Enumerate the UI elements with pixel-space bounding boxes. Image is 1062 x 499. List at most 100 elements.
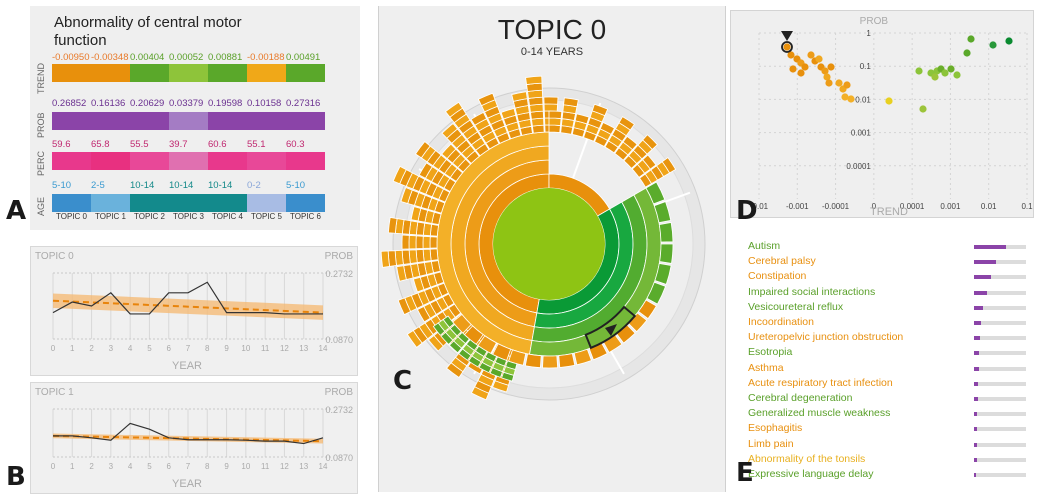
panel-a-title: Abnormality of central motor function	[54, 14, 242, 49]
prob-value: 0.26852	[52, 98, 87, 109]
x-axis-label: YEAR	[172, 478, 202, 490]
selection-marker-icon	[605, 324, 617, 336]
age-cell[interactable]	[208, 194, 247, 212]
symptom-label[interactable]: Vesicoureteral reflux	[748, 300, 844, 313]
age-cell[interactable]	[91, 194, 130, 212]
x-tick-label: 8	[205, 462, 210, 471]
age-cell[interactable]	[169, 194, 208, 212]
topic-label[interactable]: TOPIC 6	[290, 212, 321, 221]
age-cell[interactable]	[52, 194, 91, 212]
sunburst-fringe-segment	[548, 124, 561, 133]
trend-value: 0.00404	[130, 52, 165, 63]
age-value-row: 5-10 2-5 10-14 10-14 10-14 0-2 5-10	[52, 180, 325, 191]
symptom-label[interactable]: Ureteropelvic junction obstruction	[748, 331, 904, 344]
topic-label[interactable]: TOPIC 1	[95, 212, 126, 221]
trend-cell[interactable]	[91, 64, 130, 82]
prob-cell[interactable]	[208, 112, 247, 130]
scatter-x-label: TREND	[870, 206, 908, 217]
age-cell[interactable]	[286, 194, 325, 212]
timeline-topic-label: TOPIC 0	[35, 251, 74, 262]
topic-label[interactable]: TOPIC 5	[251, 212, 282, 221]
trend-prob-scatter[interactable]: -0.01 -0.001 -0.0001 0 0.0001 0.001 0.01 0.1 1 0.…	[731, 11, 1033, 218]
age-cell[interactable]	[247, 194, 286, 212]
sunburst-subtitle: 0-14 YEARS	[520, 46, 584, 58]
symptom-label[interactable]: Cerebral degeneration	[748, 392, 853, 404]
sunburst-fringe-segment	[429, 236, 438, 249]
symptom-label[interactable]: Expressive language delay	[748, 468, 874, 480]
symptom-label[interactable]: Impaired social interactions	[748, 285, 876, 298]
selected-point[interactable]	[781, 41, 793, 53]
prob-cell[interactable]	[169, 112, 208, 130]
sunburst-fringe-segment	[408, 235, 417, 250]
symptom-label[interactable]: Constipation	[748, 270, 807, 283]
x-tick-label: 0	[51, 344, 56, 353]
age-cell[interactable]	[130, 194, 169, 212]
trend-cell[interactable]	[130, 64, 169, 82]
symptom-bar-fill	[974, 427, 978, 432]
sunburst-fringe-segment	[415, 235, 424, 250]
sunburst-fringe-segment	[401, 234, 410, 250]
symptom-bar-track	[974, 275, 1026, 280]
symptom-bar-fill	[974, 457, 977, 462]
perc-value: 39.7	[169, 139, 188, 150]
x-tick-label: 7	[186, 344, 191, 353]
perc-cell[interactable]	[169, 152, 208, 170]
scatter-point	[841, 93, 849, 101]
sunburst-chart[interactable]	[379, 6, 725, 492]
prob-cell[interactable]	[286, 112, 325, 130]
perc-cell[interactable]	[52, 152, 91, 170]
panel-d-scatter: -0.01 -0.001 -0.0001 0 0.0001 0.001 0.01 0.1 1 0.…	[730, 10, 1034, 218]
symptom-label[interactable]: Autism	[748, 240, 781, 252]
perc-value: 55.5	[130, 139, 149, 150]
trend-cell[interactable]	[286, 64, 325, 82]
symptom-label[interactable]: Incoordination	[748, 316, 814, 328]
symptom-bar-track	[974, 245, 1026, 249]
symptom-label[interactable]: Cerebral palsy	[748, 255, 816, 268]
symptom-label[interactable]: Esotropia	[748, 346, 793, 359]
sunburst-selected-segment[interactable]	[584, 305, 637, 350]
scatter-point	[789, 65, 797, 73]
topic-label[interactable]: TOPIC 2	[134, 212, 165, 221]
row-label-perc: PERC	[36, 150, 46, 176]
scatter-point	[821, 67, 829, 75]
prob-cell[interactable]	[247, 112, 286, 130]
symptom-label[interactable]: Abnormality of the tonsils	[748, 452, 866, 465]
sunburst-fringe-segment	[563, 97, 579, 108]
perc-cell[interactable]	[247, 152, 286, 170]
x-tick-label: 10	[241, 462, 250, 471]
trend-cell[interactable]	[52, 64, 91, 82]
perc-cell[interactable]	[130, 152, 169, 170]
trend-cell[interactable]	[169, 64, 208, 82]
y-min-label: 0.0870	[325, 335, 353, 345]
symptom-label[interactable]: Esophagitis	[748, 422, 803, 435]
trend-line	[52, 299, 324, 314]
prob-cell[interactable]	[130, 112, 169, 130]
topic-label[interactable]: TOPIC 0	[56, 212, 87, 221]
trend-cell[interactable]	[247, 64, 286, 82]
sunburst-fringe-segment	[387, 216, 398, 234]
sunburst-fringe-segment	[441, 143, 457, 160]
panel-letter-e: E	[736, 458, 754, 488]
sunburst-fringe-segment	[558, 353, 576, 368]
trend-value-row: -0.00950 -0.00348 0.00404 0.00052 0.00881 -0.…	[52, 52, 325, 63]
perc-cell[interactable]	[286, 152, 325, 170]
symptom-bar-fill	[974, 336, 980, 341]
sunburst-fringe-segment	[468, 355, 482, 368]
topic-label[interactable]: TOPIC 3	[173, 212, 204, 221]
symptom-label[interactable]: Asthma	[748, 361, 784, 374]
trend-cell[interactable]	[208, 64, 247, 82]
scatter-point	[815, 55, 823, 63]
symptom-label[interactable]: Generalized muscle weakness	[748, 407, 891, 420]
perc-cell[interactable]	[91, 152, 130, 170]
symptom-label[interactable]: Acute respiratory tract infection	[748, 376, 893, 389]
prob-cell[interactable]	[52, 112, 91, 130]
prob-cell[interactable]	[91, 112, 130, 130]
perc-cell[interactable]	[208, 152, 247, 170]
symptom-bar-track	[974, 412, 1026, 417]
symptom-label[interactable]: Limb pain	[748, 437, 794, 450]
scatter-point	[967, 35, 975, 43]
topic-label[interactable]: TOPIC 4	[212, 212, 243, 221]
symptom-bar-track	[974, 473, 1026, 477]
prob-value: 0.03379	[169, 98, 204, 109]
